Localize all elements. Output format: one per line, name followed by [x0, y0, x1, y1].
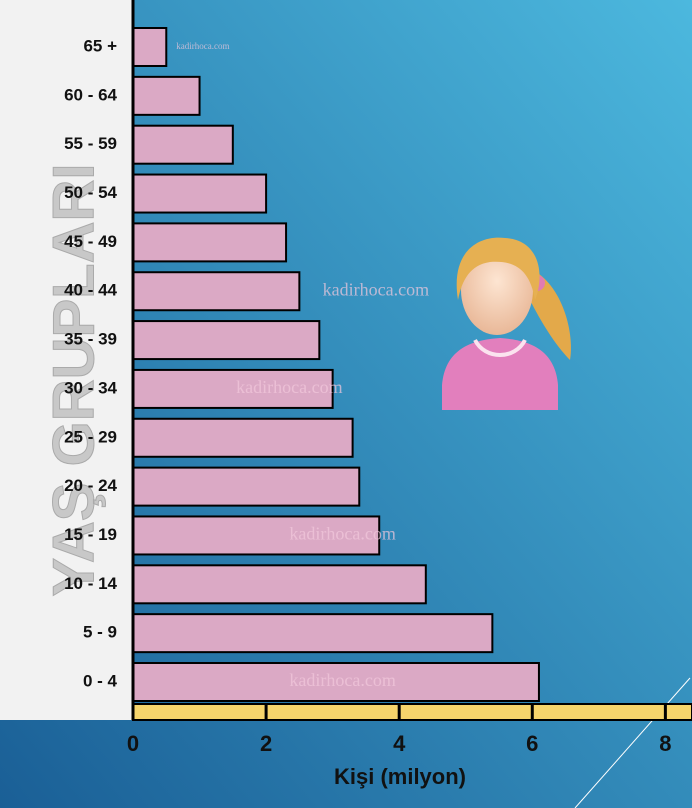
bar — [132, 173, 268, 214]
y-tick-label: 0 - 4 — [83, 671, 118, 690]
bar — [132, 320, 321, 361]
y-tick-label: 40 - 44 — [64, 281, 117, 300]
y-tick-label: 20 - 24 — [64, 476, 117, 495]
y-tick-label: 35 - 39 — [64, 330, 117, 349]
x-tick-label: 4 — [393, 731, 406, 756]
y-tick-label: 65 + — [83, 36, 117, 55]
x-axis-band — [132, 703, 692, 721]
bar — [132, 515, 381, 556]
x-tick-label: 6 — [526, 731, 538, 756]
y-tick-label: 45 - 49 — [64, 232, 117, 251]
y-tick-label: 55 - 59 — [64, 134, 117, 153]
y-tick-label: 25 - 29 — [64, 427, 117, 446]
y-tick-label: 15 - 19 — [64, 525, 117, 544]
bar — [132, 564, 427, 605]
bar — [132, 124, 234, 165]
bar — [132, 466, 361, 507]
watermark: kadirhoca.com — [289, 524, 395, 544]
female-icon — [442, 237, 571, 410]
bar — [132, 662, 540, 702]
bar — [132, 271, 301, 312]
bar — [132, 417, 354, 458]
y-tick-label: 5 - 9 — [83, 623, 117, 642]
decor-line — [574, 677, 691, 808]
bar — [132, 75, 201, 116]
watermark: kadirhoca.com — [289, 670, 395, 690]
x-tick-label: 2 — [260, 731, 272, 756]
x-tick-label: 0 — [127, 731, 139, 756]
y-axis-label: YAŞ GRUPLARI — [41, 164, 106, 597]
y-tick-label: 10 - 14 — [64, 574, 117, 593]
watermark: kadirhoca.com — [236, 377, 342, 397]
y-tick-label: 60 - 64 — [64, 85, 117, 104]
x-tick-label: 8 — [659, 731, 671, 756]
y-tick-label: 50 - 54 — [64, 183, 117, 202]
bar — [132, 613, 494, 654]
bar — [132, 222, 288, 263]
y-tick-label: 30 - 34 — [64, 378, 117, 397]
watermark: kadirhoca.com — [323, 279, 429, 299]
x-axis-label: Kişi (milyon) — [334, 764, 466, 789]
bar — [132, 27, 168, 67]
label-panel — [0, 0, 133, 720]
bar — [132, 368, 334, 409]
watermark: kadirhoca.com — [176, 41, 229, 51]
